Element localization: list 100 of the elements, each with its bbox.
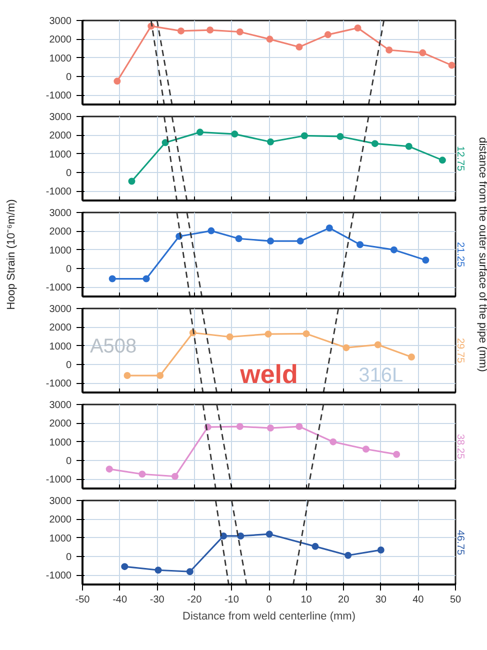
point [106,466,113,473]
point [296,238,304,245]
point [405,142,412,150]
point [266,138,274,146]
y-tick-label: 0 [66,168,72,179]
point [390,246,398,254]
point [266,36,274,43]
point [356,241,364,248]
point [344,552,352,559]
text: 12.75 [454,146,466,172]
y-tick-label: -1000 [46,282,72,294]
x-tick-label: 30 [375,594,387,606]
y-tick-label: 2000 [49,418,72,430]
point [342,344,350,352]
y-tick-label: 1000 [49,341,72,352]
text: 21.25 [454,242,466,268]
x-tick-label: -30 [150,594,165,606]
annotation: 316L [358,364,404,387]
point [121,563,128,570]
point [226,333,234,340]
point [296,44,303,50]
y-tick-label: 0 [66,360,72,371]
point [302,330,310,338]
y-tick-label: -1000 [46,570,72,582]
point [374,341,382,348]
point [231,130,238,138]
y-tick-label: 1000 [49,149,72,160]
annotation: weld [239,359,298,390]
point [362,446,370,453]
point [172,472,179,480]
point [266,530,273,538]
point [326,224,333,232]
point [138,470,146,478]
x-axis-title: Distance from weld centerline (mm) [182,610,356,622]
x-tick-label: 10 [300,594,312,606]
x-tick-label: -20 [187,594,202,606]
y-tick-label: 0 [66,264,72,275]
y-tick-label: 1000 [49,53,72,64]
point [236,28,244,36]
point [108,275,116,282]
y-tick-label: 2000 [49,226,72,238]
y-tick-label: 1000 [49,245,72,256]
y-tick-label: 0 [66,552,72,563]
point [296,423,303,430]
point [266,424,274,432]
point [142,275,150,282]
point [156,372,164,380]
y-tick-label: 3000 [49,304,72,315]
y-tick-label: 1000 [49,533,72,544]
point [354,24,362,32]
x-tick-label: -10 [224,594,240,606]
point [386,46,393,54]
text: 46.75 [454,530,466,556]
y-tick-label: -1000 [46,186,72,198]
point [162,139,169,146]
y-tick-label: 2000 [49,322,72,334]
point [124,372,131,380]
y-tick-label: 1000 [49,437,72,448]
point [300,132,308,140]
point [114,78,121,85]
point [264,330,272,338]
point [330,438,337,446]
point [324,31,332,38]
point [371,140,378,148]
text: 38.25 [454,434,466,460]
point [336,132,344,140]
point [177,27,184,34]
point [266,238,274,245]
x-tick-label: 20 [338,594,350,606]
y-axis-title: Hoop Strain (10⁻⁶m/m) [6,199,18,310]
point [196,128,204,136]
point [422,256,430,264]
point [237,532,244,540]
point [312,542,319,550]
x-tick-label: 0 [266,594,272,606]
y-tick-label: -1000 [46,378,72,390]
text: 29.75 [454,338,466,364]
point [438,156,446,164]
point [419,49,426,56]
point [393,450,400,458]
x-tick-label: -40 [112,594,128,606]
point [206,26,214,34]
x-tick-label: -50 [75,594,90,606]
y-tick-label: 0 [66,456,72,467]
y-tick-label: 3000 [49,496,72,507]
point [186,568,194,576]
point [377,546,384,554]
point [220,532,227,540]
y-tick-label: 3000 [49,112,72,123]
point [448,62,456,69]
point [235,235,242,242]
x-tick-label: 50 [450,594,462,606]
y-tick-label: 2000 [49,34,72,46]
y-tick-label: -1000 [46,90,72,102]
point [128,178,136,185]
y-tick-label: 3000 [49,16,72,27]
point [208,227,215,234]
y-tick-label: 2000 [49,514,72,526]
y-tick-label: 3000 [49,400,72,411]
x-tick-label: 40 [412,594,424,606]
